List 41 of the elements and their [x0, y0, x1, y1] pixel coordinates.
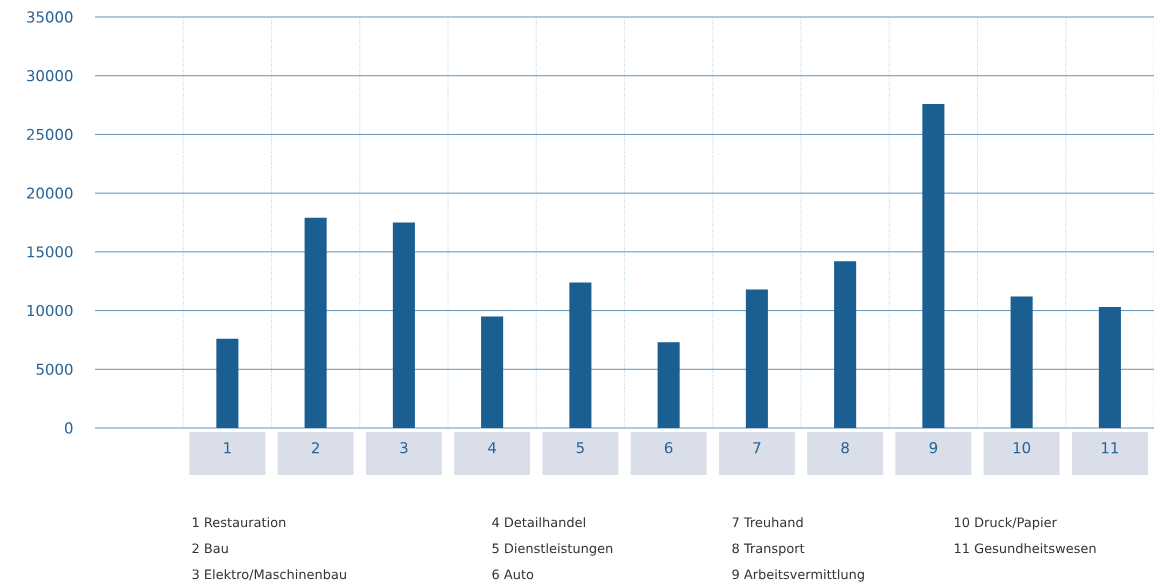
y-tick-label: 30000 [27, 70, 73, 82]
y-tick-label: 15000 [27, 246, 73, 258]
x-tick-label: 6 [664, 442, 673, 454]
y-tick-label: 20000 [27, 187, 73, 199]
x-tick-label: 2 [311, 442, 319, 454]
y-tick-label: 35000 [27, 11, 73, 23]
bar [745, 289, 768, 428]
text: 10 Druck/Papier [954, 517, 1057, 530]
bar [657, 342, 680, 428]
bar [922, 103, 945, 428]
y-tick-label: 10000 [27, 304, 73, 317]
x-tick-label: 4 [488, 442, 497, 454]
x-tick-label: 3 [400, 442, 408, 454]
bar [481, 316, 504, 428]
text: 1 Restauration [192, 517, 286, 528]
bar [392, 222, 415, 428]
x-tick-label: 10 [1013, 442, 1031, 454]
text: 7 Treuhand [732, 517, 803, 528]
text: 5 Dienstleistungen [492, 543, 613, 556]
bar [216, 338, 239, 428]
text: 9 Arbeitsvermittlung [732, 569, 864, 582]
bar [304, 217, 327, 428]
x-tick-label: 1 [224, 442, 231, 454]
y-tick-label: 0 [64, 422, 73, 434]
text: 11 Gesundheitswesen [954, 543, 1096, 554]
x-tick-label: 5 [576, 442, 584, 454]
text: 4 Detailhandel [492, 517, 585, 528]
x-tick-label: 8 [841, 442, 849, 454]
bar [1010, 296, 1033, 428]
bar [569, 282, 592, 428]
text: 3 Elektro/Maschinenbau [192, 569, 346, 581]
bar [834, 261, 857, 428]
text: 8 Transport [732, 543, 805, 556]
text: 2 Bau [192, 543, 228, 554]
x-tick-label: 11 [1102, 442, 1118, 454]
y-tick-label: 25000 [27, 128, 73, 141]
y-tick-label: 5000 [36, 363, 73, 375]
bar [1098, 307, 1121, 428]
x-tick-label: 7 [753, 442, 761, 454]
text: 6 Auto [492, 569, 534, 580]
x-tick-label: 9 [929, 442, 938, 454]
